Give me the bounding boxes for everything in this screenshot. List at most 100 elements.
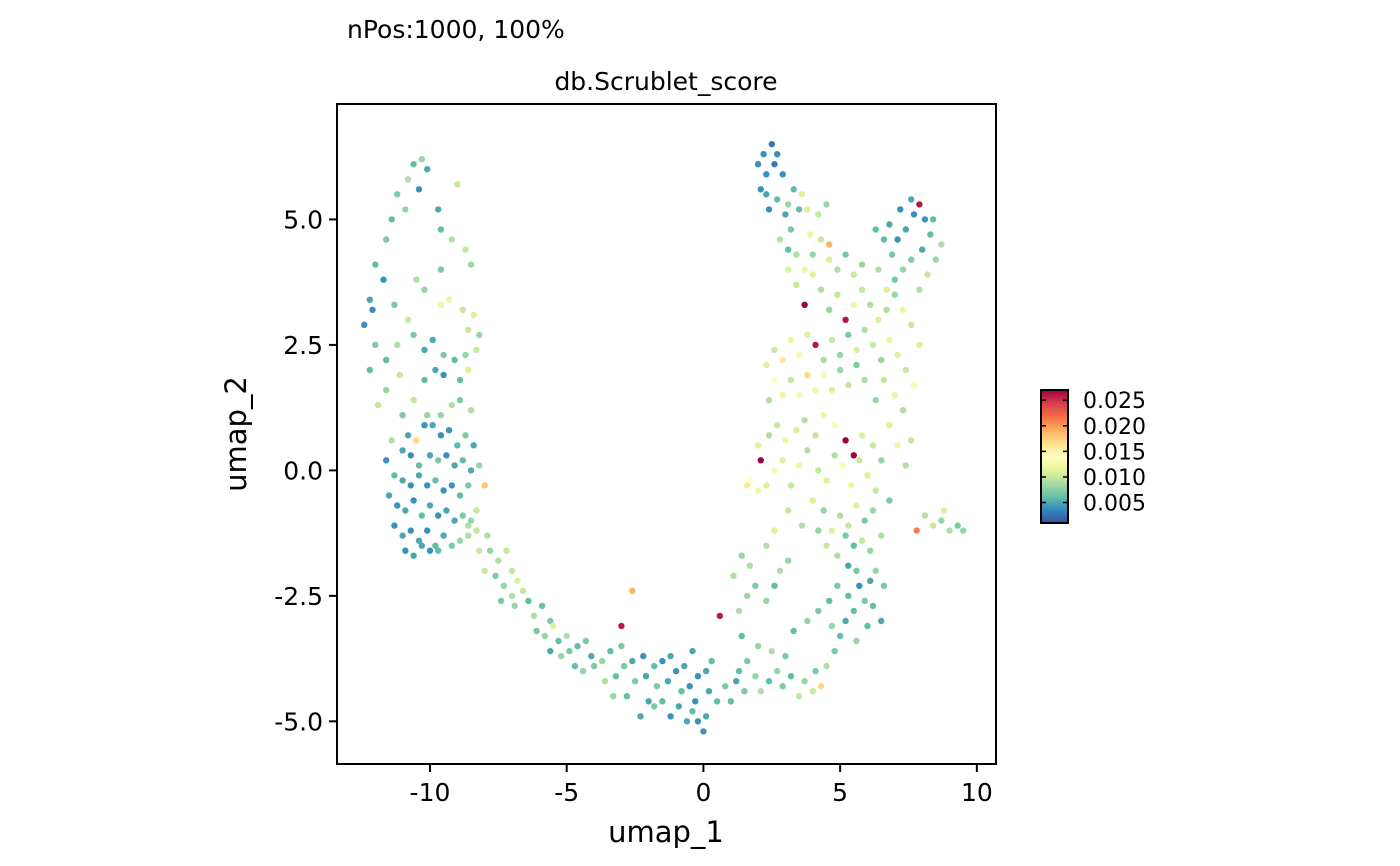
scatter-point: [842, 617, 849, 625]
scatter-point: [651, 703, 658, 710]
scatter-point: [853, 567, 860, 574]
scatter-point: [465, 522, 472, 529]
scatter-point: [476, 331, 483, 339]
scatter-point: [763, 482, 770, 489]
scatter-point: [566, 647, 573, 655]
scatter-point: [785, 246, 792, 253]
scatter-point: [402, 547, 409, 554]
scatter-point: [424, 527, 431, 534]
scatter-point: [678, 688, 685, 695]
scatter-point: [394, 191, 401, 198]
scatter-point: [804, 447, 811, 454]
scatter-point: [456, 537, 464, 544]
scatter-point: [899, 407, 907, 414]
scatter-point: [836, 632, 844, 640]
scatter-point: [722, 683, 729, 690]
scatter-point: [878, 356, 885, 364]
scatter-point: [631, 678, 639, 685]
scatter-point: [437, 301, 445, 308]
scatter-point: [880, 376, 888, 384]
scatter-point: [831, 452, 838, 459]
scatter-point: [607, 647, 614, 655]
scatter-point: [853, 502, 860, 509]
scatter-point: [847, 482, 855, 489]
scatter-point: [372, 261, 379, 268]
scatter-point: [801, 301, 808, 308]
scatter-point: [574, 642, 581, 650]
scatter-point: [785, 557, 792, 564]
scatter-point: [902, 366, 909, 374]
scatter-point: [776, 236, 784, 243]
scatter-point: [733, 678, 740, 685]
scatter-point: [880, 236, 888, 243]
x-tick-label: -5: [554, 778, 579, 807]
scatter-point: [823, 662, 830, 670]
scatter-point: [456, 492, 464, 499]
scatter-point: [908, 196, 915, 203]
scatter-point: [842, 251, 849, 258]
scatter-point: [456, 396, 464, 404]
scatter-point: [858, 261, 866, 268]
scatter-point: [809, 497, 816, 504]
scatter-point: [525, 597, 532, 605]
scatter-point: [836, 512, 844, 519]
scatter-point: [812, 432, 819, 439]
scatter-point: [547, 647, 554, 655]
scatter-point: [407, 482, 414, 489]
scatter-point: [440, 351, 447, 359]
scatter-point: [782, 211, 789, 218]
scatter-point: [787, 673, 795, 680]
scatter-point: [424, 166, 431, 173]
scatter-point: [954, 522, 961, 529]
scatter-point: [754, 161, 762, 168]
colorbar: [1041, 390, 1068, 523]
scatter-point: [473, 507, 480, 514]
scatter-point: [809, 271, 816, 278]
scatter-point: [845, 592, 852, 600]
scatter-point: [826, 256, 833, 263]
scatter-point: [481, 567, 488, 574]
scatter-point: [872, 567, 879, 574]
scatter-point: [763, 171, 770, 178]
scatter-point: [809, 688, 816, 695]
y-axis-title: umap_2: [219, 376, 253, 492]
x-tick-label: 0: [695, 778, 711, 807]
scatter-point: [467, 407, 475, 414]
colorbar-tick-label: 0.025: [1083, 389, 1146, 414]
scatter-point: [899, 266, 907, 273]
scatter-point: [702, 667, 710, 675]
scatter-point: [815, 467, 822, 474]
scatter-point: [421, 286, 428, 293]
scatter-point: [700, 728, 707, 735]
scatter-point: [459, 512, 466, 519]
scatter-point: [760, 151, 767, 158]
scatter-point: [774, 667, 781, 675]
scatter-point: [558, 652, 565, 660]
y-tick-label: 5.0: [283, 205, 323, 234]
scatter-point: [451, 462, 458, 469]
scatter-point: [407, 527, 414, 534]
scatter-point: [886, 336, 893, 344]
scatter-point: [831, 647, 838, 655]
scatter-point: [642, 673, 650, 680]
scatter-point: [426, 547, 434, 554]
scatter-point: [440, 371, 447, 379]
scatter-point: [834, 291, 841, 298]
scatter-point: [774, 422, 781, 429]
scatter-point: [402, 206, 409, 213]
scatter-point: [435, 457, 442, 464]
x-tick-label: -10: [410, 778, 451, 807]
scatter-point: [820, 412, 827, 419]
scatter-point: [470, 311, 477, 318]
scatter-point: [383, 236, 390, 243]
scatter-point: [415, 472, 423, 479]
scatter-point: [886, 422, 893, 429]
scatter-point: [486, 547, 494, 554]
scatter-point: [795, 351, 803, 359]
scatter-point: [806, 231, 814, 238]
scatter-point: [757, 186, 764, 193]
scatter-point: [771, 582, 778, 589]
scatter-point: [473, 527, 480, 534]
scatter-point: [858, 286, 866, 293]
